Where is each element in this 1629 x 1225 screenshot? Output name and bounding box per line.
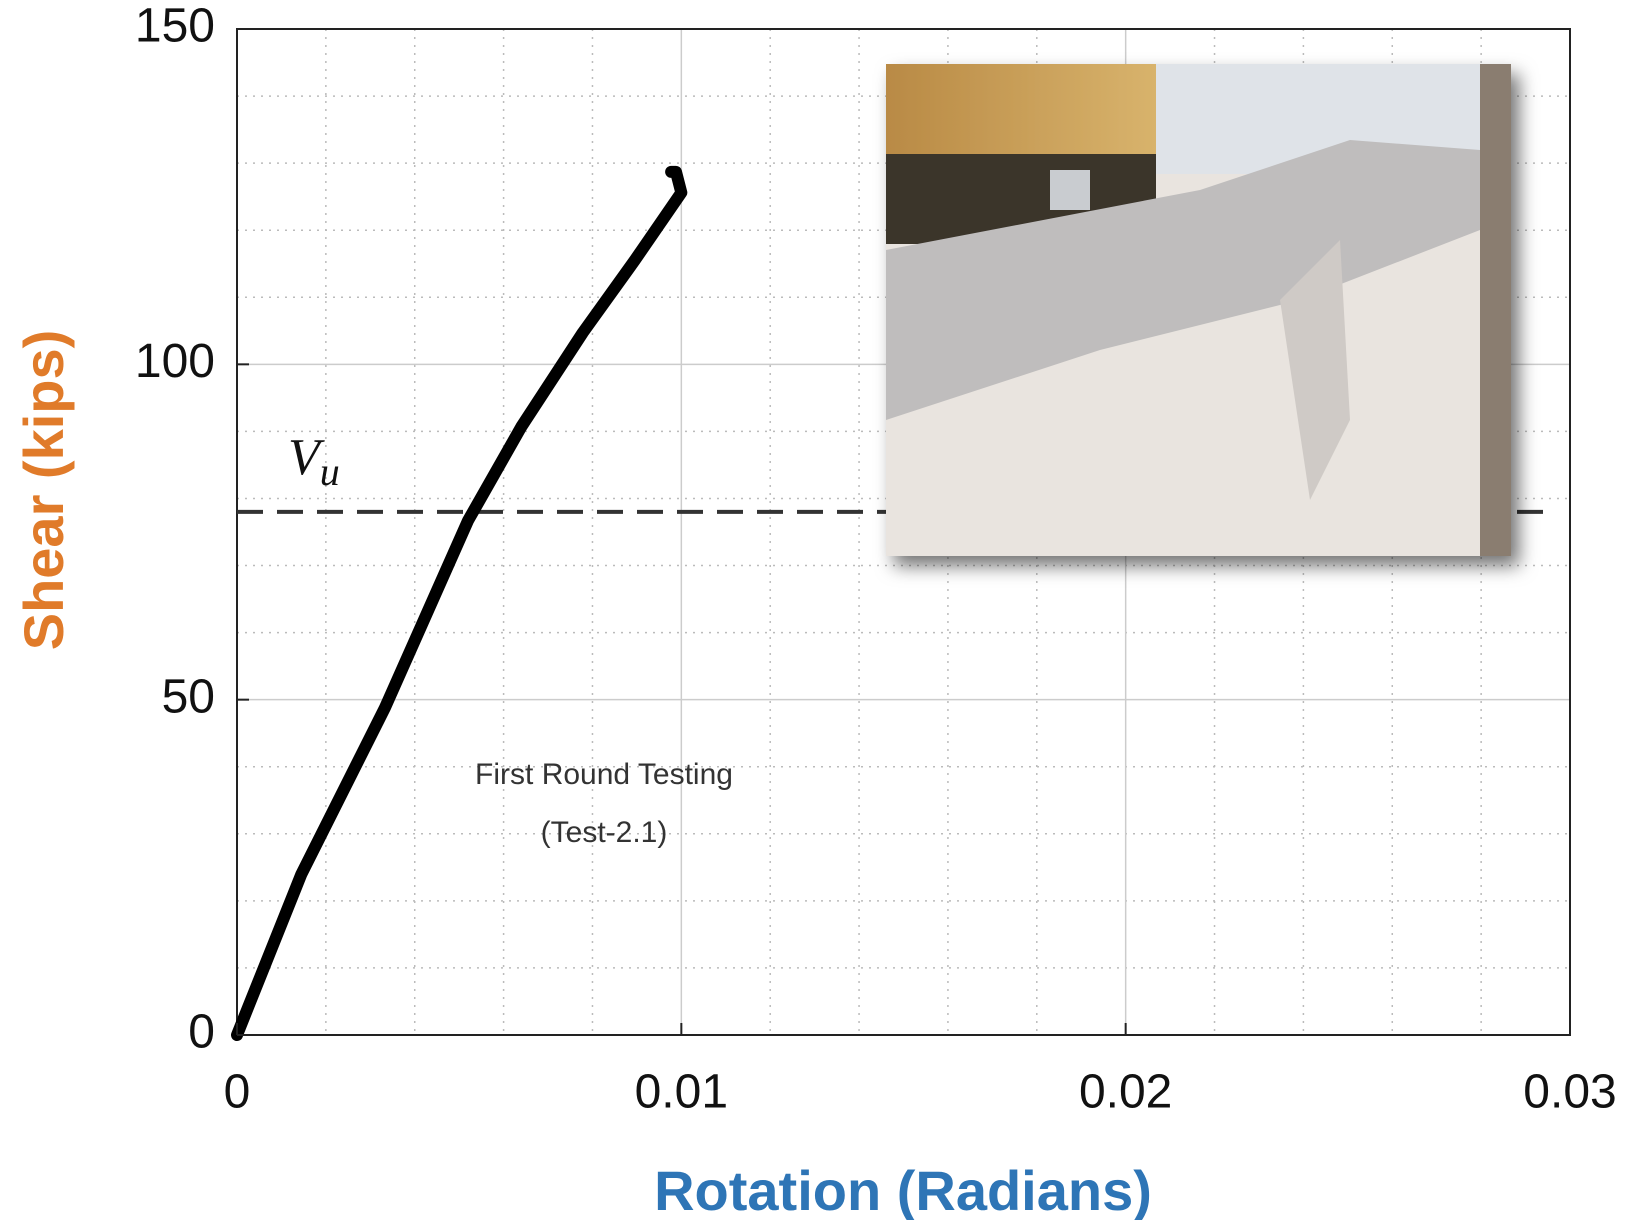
y-tick-label: 50 [162,670,215,723]
x-tick-label: 0.03 [1523,1066,1616,1119]
x-tick-label: 0.01 [635,1066,728,1119]
x-tick-label: 0.02 [1079,1066,1172,1119]
reference-label-main: V [288,429,325,486]
annotation: First Round Testing [475,758,733,791]
y-tick-label: 100 [135,335,215,388]
y-axis-label: Shear (kips) [12,330,75,651]
photo-inset [886,64,1511,556]
x-axis-label: Rotation (Radians) [654,1159,1152,1220]
x-tick-label: 0 [224,1066,251,1119]
y-tick-label: 150 [135,0,215,53]
data-line [231,165,688,1041]
plot-frame [236,28,1571,1036]
annotation: (Test-2.1) [541,816,668,849]
reference-label: Vu [288,429,340,494]
y-tick-label: 0 [188,1006,215,1059]
reference-label-subscript: u [320,449,340,494]
